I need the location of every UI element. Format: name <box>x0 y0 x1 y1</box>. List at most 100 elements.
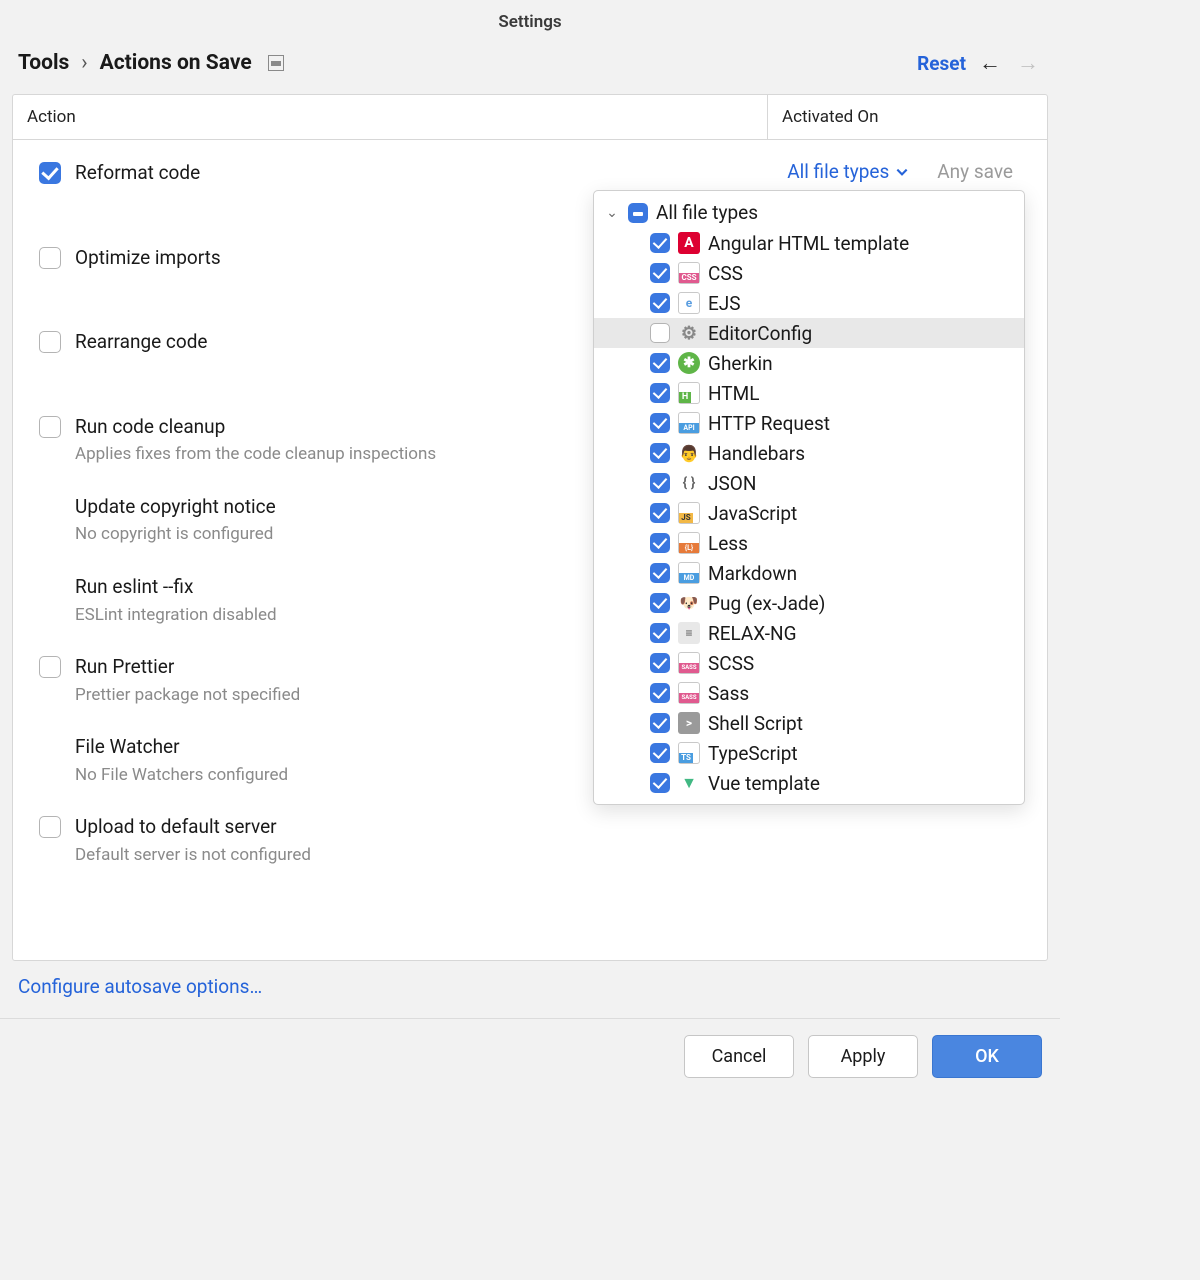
button-bar: Cancel Apply OK <box>0 1018 1060 1094</box>
filetype-label: EditorConfig <box>708 322 812 345</box>
filetype-label: SCSS <box>708 652 754 675</box>
header-action: Action <box>13 95 767 139</box>
filetype-label: Shell Script <box>708 712 803 735</box>
nav-back-icon[interactable]: ← <box>976 50 1004 76</box>
filetype-item[interactable]: ✱ Gherkin <box>594 348 1024 378</box>
filetype-label: Pug (ex-Jade) <box>708 592 825 615</box>
filetype-label: EJS <box>708 292 741 315</box>
checkbox-filetype[interactable] <box>650 533 670 553</box>
filetype-dropdown-panel: ⌄ All file types AAngular HTML template C… <box>593 190 1025 805</box>
checkbox-filetype[interactable] <box>650 713 670 733</box>
checkbox-filetype[interactable] <box>650 563 670 583</box>
filetype-item[interactable]: AAngular HTML template <box>594 228 1024 258</box>
chevron-down-icon[interactable]: ⌄ <box>604 205 620 221</box>
filetype-icon <box>678 262 700 284</box>
checkbox-all-filetypes[interactable] <box>628 203 648 223</box>
filetype-item[interactable]: Sass <box>594 678 1024 708</box>
action-row-reformat: Reformat code All file types Any save <box>13 150 1047 187</box>
checkbox-filetype[interactable] <box>650 443 670 463</box>
checkbox-filetype[interactable] <box>650 683 670 703</box>
label-upload: Upload to default server <box>75 814 1033 841</box>
filetype-icon <box>678 532 700 554</box>
filetype-label: JavaScript <box>708 502 797 525</box>
checkbox-filetype[interactable] <box>650 293 670 313</box>
sub-upload: Default server is not configured <box>75 843 1033 869</box>
settings-dialog: Settings Tools › Actions on Save Reset ←… <box>0 0 1060 1094</box>
checkbox-filetype[interactable] <box>650 473 670 493</box>
filetype-item[interactable]: ⚙ EditorConfig <box>594 318 1024 348</box>
filetype-icon: e <box>678 292 700 314</box>
ok-button[interactable]: OK <box>932 1035 1042 1078</box>
filetype-item[interactable]: HTML <box>594 378 1024 408</box>
checkbox-optimize[interactable] <box>39 247 61 269</box>
chevron-right-icon: › <box>81 51 87 75</box>
filetype-label: Less <box>708 532 748 555</box>
filetype-item[interactable]: 🐶Pug (ex-Jade) <box>594 588 1024 618</box>
filetype-icon <box>678 652 700 674</box>
apply-button[interactable]: Apply <box>808 1035 918 1078</box>
checkbox-reformat[interactable] <box>39 162 61 184</box>
filetype-label: JSON <box>708 472 756 495</box>
checkbox-filetype[interactable] <box>650 383 670 403</box>
filetype-icon: ▼ <box>678 772 700 794</box>
filetype-label: HTTP Request <box>708 412 830 435</box>
filetype-icon <box>678 682 700 704</box>
reset-link[interactable]: Reset <box>917 52 966 75</box>
checkbox-filetype[interactable] <box>650 593 670 613</box>
filetype-label: Gherkin <box>708 352 773 375</box>
filetype-item[interactable]: JavaScript <box>594 498 1024 528</box>
filetype-item[interactable]: CSS <box>594 258 1024 288</box>
filetype-item[interactable]: ▼ Vue template <box>594 768 1024 798</box>
filetype-item[interactable]: Less <box>594 528 1024 558</box>
configure-autosave-link[interactable]: Configure autosave options… <box>0 961 1060 1018</box>
filetype-label: TypeScript <box>708 742 798 765</box>
filetype-label: Vue template <box>708 772 820 795</box>
breadcrumb-parent[interactable]: Tools <box>18 51 69 75</box>
filetype-item[interactable]: HTTP Request <box>594 408 1024 438</box>
filetype-item[interactable]: e EJS <box>594 288 1024 318</box>
actions-table: Action Activated On Reformat code All fi… <box>12 94 1048 961</box>
filetype-icon <box>678 382 700 404</box>
filetype-item[interactable]: SCSS <box>594 648 1024 678</box>
checkbox-filetype[interactable] <box>650 653 670 673</box>
filetype-item[interactable]: 👨Handlebars <box>594 438 1024 468</box>
cancel-button[interactable]: Cancel <box>684 1035 794 1078</box>
filetype-icon: ⚙ <box>678 322 700 344</box>
checkbox-filetype[interactable] <box>650 743 670 763</box>
filetype-icon <box>678 502 700 524</box>
filetype-item[interactable]: { }JSON <box>594 468 1024 498</box>
checkbox-filetype[interactable] <box>650 623 670 643</box>
checkbox-filetype[interactable] <box>650 413 670 433</box>
filetype-label: CSS <box>708 262 743 285</box>
filetype-item[interactable]: >Shell Script <box>594 708 1024 738</box>
checkbox-filetype[interactable] <box>650 323 670 343</box>
filetype-icon: ✱ <box>678 352 700 374</box>
filetype-item[interactable]: Markdown <box>594 558 1024 588</box>
filetype-icon: 👨 <box>678 442 700 464</box>
checkbox-rearrange[interactable] <box>39 331 61 353</box>
filetype-item[interactable]: ≡RELAX-NG <box>594 618 1024 648</box>
activated-reformat: Any save <box>937 160 1013 183</box>
chevron-down-icon <box>895 165 909 179</box>
filetype-label: HTML <box>708 382 759 405</box>
filetype-icon: A <box>678 232 700 254</box>
nav-forward-icon: → <box>1014 50 1042 76</box>
header-activated: Activated On <box>767 95 1047 139</box>
checkbox-filetype[interactable] <box>650 503 670 523</box>
checkbox-filetype[interactable] <box>650 233 670 253</box>
filetype-icon <box>678 412 700 434</box>
window-view-icon[interactable] <box>268 55 284 71</box>
table-body: Reformat code All file types Any save Op… <box>13 140 1047 960</box>
filetype-dropdown-trigger[interactable]: All file types <box>787 160 909 183</box>
filetype-label: Markdown <box>708 562 797 585</box>
checkbox-filetype[interactable] <box>650 773 670 793</box>
filetype-icon: ≡ <box>678 622 700 644</box>
checkbox-filetype[interactable] <box>650 353 670 373</box>
checkbox-prettier[interactable] <box>39 656 61 678</box>
checkbox-cleanup[interactable] <box>39 416 61 438</box>
filetype-item[interactable]: TypeScript <box>594 738 1024 768</box>
checkbox-upload[interactable] <box>39 816 61 838</box>
checkbox-filetype[interactable] <box>650 263 670 283</box>
tree-root-label: All file types <box>656 201 758 224</box>
tree-root[interactable]: ⌄ All file types <box>594 197 1024 228</box>
